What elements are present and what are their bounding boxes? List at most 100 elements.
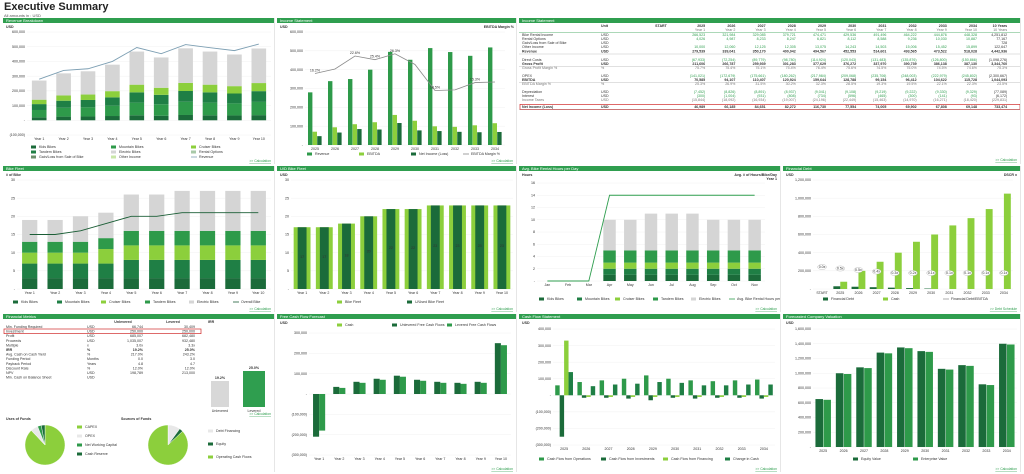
right-axis-sublabel: Year 1 bbox=[766, 177, 777, 181]
row-value: 77,167 bbox=[996, 37, 1007, 41]
ud-tick-label: 5 bbox=[287, 269, 289, 273]
margin-data-label: 18.5% bbox=[430, 85, 441, 89]
enterprise-value-bar bbox=[884, 353, 893, 447]
revenue-bar-segment bbox=[251, 83, 267, 92]
metric-label: Avg. Cash on Cash Yield bbox=[6, 353, 46, 357]
row-value: (141,021) bbox=[690, 74, 705, 78]
cfs-tick-label: 300,000 bbox=[538, 344, 551, 348]
cash-flow-bar bbox=[692, 395, 698, 399]
metric-levered: 3.3x bbox=[188, 343, 195, 347]
hrs-tick-label: 14 bbox=[531, 193, 535, 197]
debt-tick-label: 400,000 bbox=[798, 251, 811, 255]
fleet-bar-segment bbox=[98, 278, 114, 289]
row-value: (9,329) bbox=[966, 90, 977, 94]
legend-swatch-icon bbox=[577, 297, 582, 301]
fleet-bar-segment bbox=[149, 245, 165, 260]
x-tick-label: Year 1 bbox=[314, 457, 324, 461]
income-bar bbox=[412, 120, 417, 145]
legend-swatch-icon bbox=[13, 300, 18, 304]
calculation-link[interactable]: >> Calculation bbox=[491, 307, 513, 311]
row-value: 400,042 bbox=[783, 50, 796, 54]
row-value: 120,924 bbox=[783, 78, 796, 82]
cash-flow-bar bbox=[719, 395, 724, 397]
fleet-bar-segment bbox=[149, 259, 165, 279]
revenue-bar-segment bbox=[227, 93, 242, 104]
fleet-bar-segment bbox=[47, 278, 63, 289]
hours-bar-segment bbox=[727, 250, 741, 263]
equity-value-bar bbox=[897, 347, 905, 447]
dscr-label: 0.5x bbox=[837, 267, 844, 271]
fleet-bar-segment bbox=[47, 252, 63, 264]
revenue-bar-segment bbox=[129, 84, 145, 93]
row-value: (245,802) bbox=[962, 74, 977, 78]
cash-flow-bar bbox=[626, 395, 631, 399]
income-bar bbox=[348, 79, 353, 145]
used-bike-fleet-bar bbox=[386, 209, 396, 289]
fleet-bar-segment bbox=[72, 252, 89, 264]
calculation-link[interactable]: >> Calculation bbox=[755, 467, 777, 471]
fleet-bar-segment bbox=[149, 230, 165, 246]
row-value: 329,085 bbox=[753, 33, 766, 37]
right-axis-label: EBITDA Margin % bbox=[484, 25, 515, 29]
panel-title: Revenue Breakdown bbox=[3, 18, 274, 23]
row-value: 28.5% bbox=[846, 82, 857, 86]
row-value: (131,483) bbox=[871, 58, 886, 62]
row-value: 8,247 bbox=[787, 37, 796, 41]
legend-label: Operating Cash Flows bbox=[216, 455, 252, 459]
row-value: 8,112 bbox=[847, 37, 856, 41]
row-value: 15,899 bbox=[966, 45, 977, 49]
legend-label: Revenue bbox=[315, 152, 329, 156]
row-value: 67,808 bbox=[936, 105, 947, 109]
calculation-link[interactable]: >> Calculation bbox=[995, 467, 1017, 471]
income-bar bbox=[388, 51, 393, 145]
legend-label: Kids Bikes bbox=[547, 297, 564, 301]
legend-label: Enterprise Value bbox=[921, 457, 947, 461]
row-value: 464,222 bbox=[904, 33, 917, 37]
hrs-tick-label: 2 bbox=[533, 267, 535, 271]
dscr-bubble bbox=[853, 267, 864, 273]
calculation-link[interactable]: >> Calculation bbox=[249, 412, 271, 416]
fleet-bar-segment bbox=[174, 230, 190, 246]
cash-flow-bar bbox=[746, 384, 751, 396]
income-bar bbox=[372, 122, 377, 145]
row-value: 69,902 bbox=[906, 105, 917, 109]
year-header: 2027 bbox=[758, 24, 766, 28]
x-tick-label: 2033 bbox=[982, 291, 990, 295]
x-tick-label: 2031 bbox=[942, 449, 950, 453]
debt-bar bbox=[906, 288, 913, 289]
calculation-link[interactable]: >> Calculation bbox=[249, 307, 271, 311]
fleet-tick-label: 30 bbox=[11, 178, 15, 182]
x-tick-label: 2030 bbox=[671, 447, 679, 451]
row-value: 128,788 bbox=[843, 78, 856, 82]
row-value: 12,060 bbox=[724, 45, 735, 49]
cfs-tick-label: 200,000 bbox=[538, 360, 551, 364]
calculation-link[interactable]: >> Calculation bbox=[755, 307, 777, 311]
income-bar bbox=[332, 127, 337, 145]
legend-label: Cash bbox=[345, 323, 353, 327]
calculation-link[interactable]: >> Calculation bbox=[491, 159, 513, 163]
x-tick-label: 2031 bbox=[945, 291, 953, 295]
equity-value-bar bbox=[978, 384, 987, 447]
row-value: (16,934) bbox=[752, 98, 765, 102]
metric-unlevered: 217.0% bbox=[131, 353, 144, 357]
row-value: (8,891) bbox=[754, 90, 765, 94]
levered-fcf-bar bbox=[500, 345, 507, 394]
legend-swatch-icon bbox=[111, 150, 116, 154]
calculation-link[interactable]: >> Calculation bbox=[249, 159, 271, 163]
debt-tick-label: 600,000 bbox=[798, 233, 811, 237]
row-value: 110,407 bbox=[753, 78, 766, 82]
calculation-link[interactable]: >> Calculation bbox=[995, 158, 1017, 162]
cash-flow-bar bbox=[763, 395, 769, 397]
row-value: (175,661) bbox=[750, 74, 765, 78]
calculation-link[interactable]: >> Debt Schedule bbox=[990, 307, 1017, 311]
row-value: (6,172) bbox=[996, 94, 1007, 98]
calculation-link[interactable]: >> Calculation bbox=[491, 467, 513, 471]
fleet-bar-segment bbox=[22, 252, 38, 264]
row-value: (126,800) bbox=[931, 58, 946, 62]
fleet-bar-segment bbox=[98, 212, 114, 239]
panel-title: Bike Fleet bbox=[3, 166, 274, 171]
dscr-bubble bbox=[890, 270, 900, 276]
hours-bar-segment bbox=[624, 274, 637, 281]
x-tick-label: 2029 bbox=[649, 447, 657, 451]
revenue-bar-segment bbox=[202, 115, 218, 121]
